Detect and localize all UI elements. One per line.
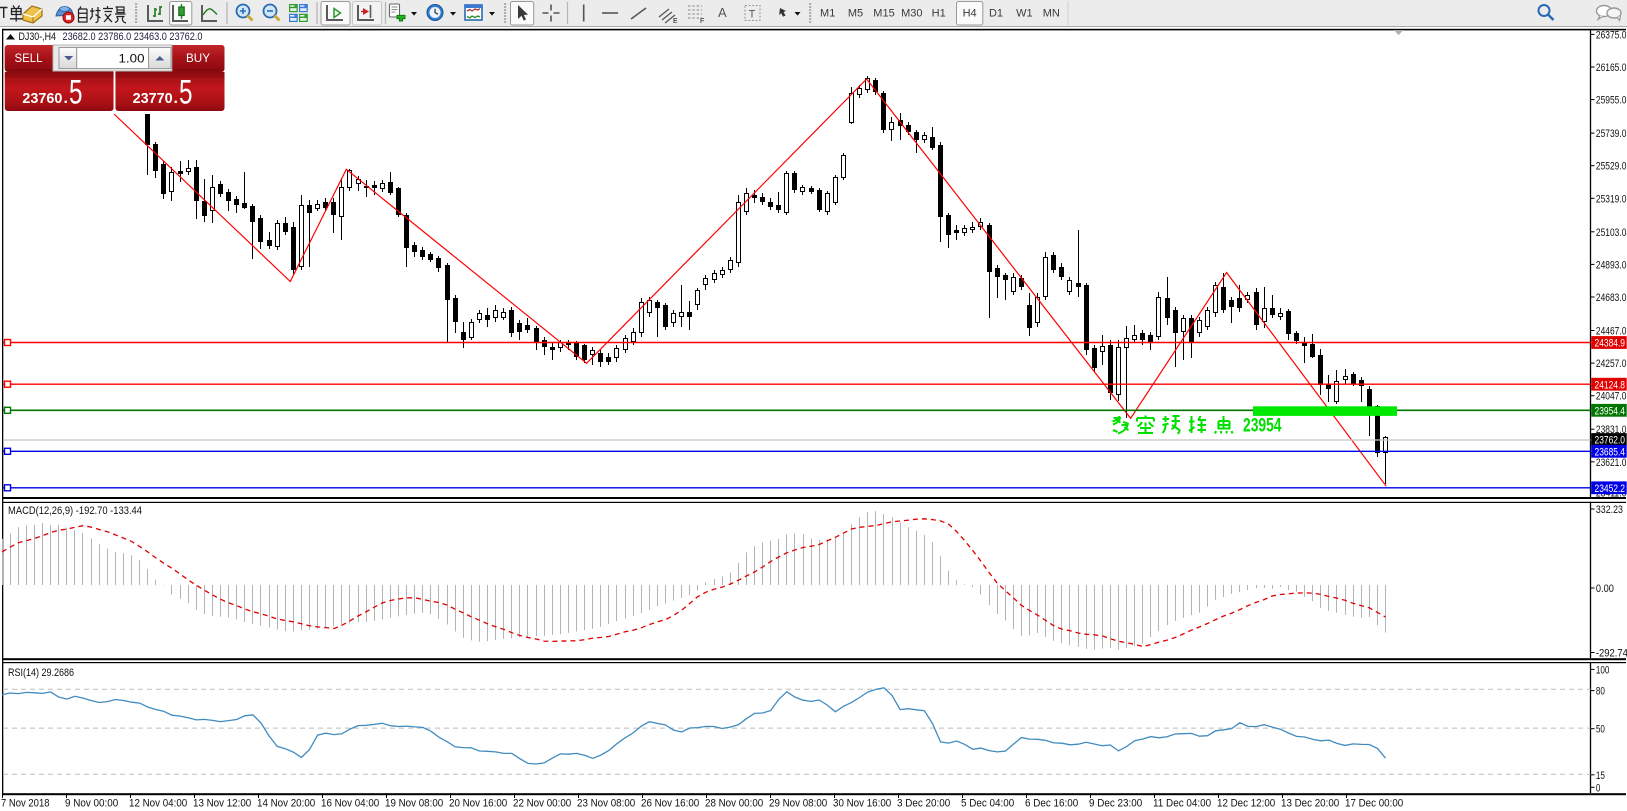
svg-text:17 Dec 00:00: 17 Dec 00:00 (1345, 798, 1403, 810)
svg-text:23760: 23760 (22, 91, 62, 107)
svg-text:25739.0: 25739.0 (1596, 128, 1627, 140)
svg-text:M5: M5 (848, 8, 863, 20)
svg-text:7 Nov 2018: 7 Nov 2018 (1, 798, 50, 810)
svg-text:.: . (174, 90, 178, 107)
svg-text:28 Nov 00:00: 28 Nov 00:00 (705, 798, 763, 810)
svg-text:12 Dec 12:00: 12 Dec 12:00 (1217, 798, 1275, 810)
svg-text:F: F (700, 18, 704, 25)
svg-text:15: 15 (1596, 770, 1605, 782)
svg-text:M1: M1 (820, 8, 835, 20)
svg-text:0: 0 (1596, 782, 1601, 794)
svg-text:24683.0: 24683.0 (1596, 292, 1627, 304)
svg-text:.: . (64, 90, 68, 107)
svg-text:RSI(14) 29.2686: RSI(14) 29.2686 (8, 667, 74, 679)
svg-text:DJ30-,H4: DJ30-,H4 (19, 31, 57, 43)
svg-text:0.00: 0.00 (1596, 583, 1614, 595)
svg-text:19 Nov 08:00: 19 Nov 08:00 (385, 798, 443, 810)
svg-text:9 Nov 00:00: 9 Nov 00:00 (65, 798, 118, 810)
svg-text:24047.0: 24047.0 (1596, 391, 1627, 403)
svg-text:23621.0: 23621.0 (1596, 457, 1627, 469)
svg-text:25529.0: 25529.0 (1596, 161, 1627, 173)
svg-text:30 Nov 16:00: 30 Nov 16:00 (833, 798, 891, 810)
svg-text:9 Dec 23:00: 9 Dec 23:00 (1089, 798, 1142, 810)
svg-text:26375.0: 26375.0 (1596, 29, 1627, 41)
svg-text:12 Nov 04:00: 12 Nov 04:00 (129, 798, 187, 810)
svg-text:MN: MN (1043, 8, 1060, 20)
svg-text:5: 5 (69, 74, 83, 112)
svg-text:H1: H1 (932, 8, 946, 20)
svg-text:25319.0: 25319.0 (1596, 193, 1627, 205)
svg-text:23954: 23954 (1243, 416, 1282, 437)
svg-text:6 Dec 16:00: 6 Dec 16:00 (1025, 798, 1078, 810)
svg-text:M15: M15 (873, 8, 894, 20)
svg-text:13 Dec 20:00: 13 Dec 20:00 (1281, 798, 1339, 810)
svg-text:20 Nov 16:00: 20 Nov 16:00 (449, 798, 507, 810)
svg-text:22 Nov 00:00: 22 Nov 00:00 (513, 798, 571, 810)
svg-text:T: T (749, 8, 756, 20)
svg-text:A: A (718, 5, 727, 20)
svg-text:11 Dec 04:00: 11 Dec 04:00 (1153, 798, 1211, 810)
svg-text:24893.0: 24893.0 (1596, 259, 1627, 271)
svg-text:3 Dec 20:00: 3 Dec 20:00 (897, 798, 950, 810)
svg-text:23682.0 23786.0 23463.0 23762.: 23682.0 23786.0 23463.0 23762.0 (63, 31, 203, 43)
svg-text:332.23: 332.23 (1596, 504, 1623, 516)
svg-text:5: 5 (179, 74, 193, 112)
svg-text:M30: M30 (901, 8, 922, 20)
svg-text:24384.9: 24384.9 (1595, 338, 1626, 350)
svg-text:23452.2: 23452.2 (1595, 483, 1626, 495)
svg-text:24124.8: 24124.8 (1595, 379, 1626, 391)
svg-text:W1: W1 (1016, 8, 1033, 20)
svg-text:5 Dec 04:00: 5 Dec 04:00 (961, 798, 1014, 810)
svg-text:25955.0: 25955.0 (1596, 95, 1627, 107)
svg-text:E: E (673, 18, 678, 25)
svg-text:24467.0: 24467.0 (1596, 326, 1627, 338)
svg-text:BUY: BUY (186, 53, 210, 65)
svg-text:23770: 23770 (133, 91, 173, 107)
svg-text:25103.0: 25103.0 (1596, 227, 1627, 239)
svg-text:50: 50 (1596, 724, 1605, 736)
svg-text:29 Nov 08:00: 29 Nov 08:00 (769, 798, 827, 810)
svg-text:D1: D1 (989, 8, 1003, 20)
svg-text:23954.4: 23954.4 (1595, 406, 1626, 418)
svg-text:80: 80 (1596, 686, 1605, 698)
svg-text:16 Nov 04:00: 16 Nov 04:00 (321, 798, 379, 810)
svg-text:100: 100 (1596, 664, 1610, 676)
svg-text:13 Nov 12:00: 13 Nov 12:00 (193, 798, 251, 810)
svg-text:24257.0: 24257.0 (1596, 358, 1627, 370)
svg-text:26 Nov 16:00: 26 Nov 16:00 (641, 798, 699, 810)
svg-text:1.00: 1.00 (119, 51, 145, 65)
svg-text:26165.0: 26165.0 (1596, 62, 1627, 74)
svg-text:MACD(12,26,9) -192.70 -133.44: MACD(12,26,9) -192.70 -133.44 (8, 505, 142, 517)
svg-text:SELL: SELL (15, 53, 44, 65)
svg-text:23 Nov 08:00: 23 Nov 08:00 (577, 798, 635, 810)
svg-text:23685.4: 23685.4 (1595, 447, 1626, 459)
svg-text:23762.0: 23762.0 (1595, 435, 1626, 447)
svg-text:14 Nov 20:00: 14 Nov 20:00 (257, 798, 315, 810)
svg-text:H4: H4 (963, 8, 977, 20)
svg-text:-292.74: -292.74 (1596, 648, 1627, 660)
